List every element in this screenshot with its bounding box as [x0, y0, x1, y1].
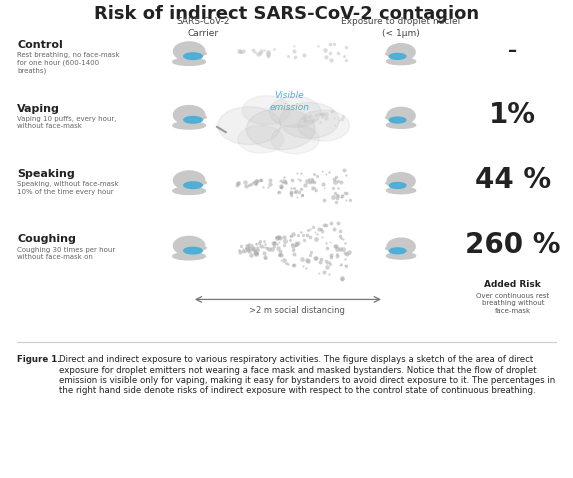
- Text: 1%: 1%: [489, 100, 536, 129]
- Circle shape: [218, 107, 281, 144]
- Ellipse shape: [387, 122, 416, 128]
- Bar: [397, 184, 405, 189]
- Ellipse shape: [200, 182, 206, 184]
- Ellipse shape: [184, 53, 202, 59]
- Text: 44 %: 44 %: [475, 166, 551, 194]
- Bar: [397, 119, 405, 124]
- Text: Control: Control: [17, 40, 63, 50]
- Circle shape: [387, 108, 415, 124]
- Ellipse shape: [389, 248, 406, 254]
- Text: Vaping 10 puffs, every hour,
without face-mask: Vaping 10 puffs, every hour, without fac…: [17, 116, 117, 130]
- Ellipse shape: [386, 248, 391, 250]
- Ellipse shape: [200, 247, 206, 249]
- Ellipse shape: [184, 182, 202, 188]
- Text: Exposure to droplet nuclei
(< 1μm): Exposure to droplet nuclei (< 1μm): [342, 17, 461, 38]
- Bar: [185, 118, 194, 124]
- Ellipse shape: [172, 58, 205, 65]
- Circle shape: [387, 43, 415, 61]
- Text: >2 m social distancing: >2 m social distancing: [249, 306, 344, 315]
- Ellipse shape: [172, 122, 205, 129]
- Circle shape: [174, 236, 205, 255]
- Circle shape: [174, 42, 205, 61]
- Text: Coughing 30 times per hour
without face-mask on: Coughing 30 times per hour without face-…: [17, 247, 115, 260]
- Circle shape: [242, 96, 291, 125]
- Bar: [185, 183, 194, 189]
- Circle shape: [269, 97, 321, 127]
- Bar: [185, 54, 194, 60]
- Text: Speaking: Speaking: [17, 169, 75, 179]
- Bar: [397, 54, 405, 60]
- Ellipse shape: [200, 53, 206, 54]
- Text: SARS-CoV-2
Carrier: SARS-CoV-2 Carrier: [176, 17, 230, 38]
- Text: Vaping: Vaping: [17, 104, 60, 114]
- Circle shape: [387, 173, 415, 190]
- Circle shape: [298, 110, 350, 141]
- Ellipse shape: [387, 58, 416, 65]
- Text: Risk of indirect SARS-CoV-2 contagion: Risk of indirect SARS-CoV-2 contagion: [94, 5, 479, 23]
- Ellipse shape: [172, 253, 205, 260]
- Bar: [185, 249, 194, 254]
- Text: Rest breathing, no face-mask
for one hour (600-1400
breaths): Rest breathing, no face-mask for one hou…: [17, 52, 120, 74]
- Text: Direct and indirect exposure to various respiratory activities. The figure displ: Direct and indirect exposure to various …: [59, 355, 555, 395]
- Ellipse shape: [172, 187, 205, 195]
- Circle shape: [174, 106, 205, 124]
- Text: Coughing: Coughing: [17, 234, 76, 244]
- Text: Figure 1.: Figure 1.: [17, 355, 61, 364]
- Text: 260 %: 260 %: [465, 231, 560, 260]
- Text: Over continuous rest
breathing without
face-mask: Over continuous rest breathing without f…: [476, 293, 550, 314]
- Circle shape: [387, 238, 415, 255]
- Text: Added Risk: Added Risk: [484, 281, 541, 290]
- Circle shape: [271, 125, 319, 154]
- Ellipse shape: [184, 117, 202, 123]
- Ellipse shape: [389, 54, 406, 59]
- Circle shape: [238, 126, 284, 153]
- Circle shape: [174, 171, 205, 190]
- Ellipse shape: [387, 253, 416, 259]
- Text: –: –: [508, 42, 517, 60]
- Ellipse shape: [386, 182, 391, 184]
- Circle shape: [280, 103, 339, 138]
- Bar: [397, 249, 405, 254]
- Ellipse shape: [389, 117, 406, 123]
- Circle shape: [246, 109, 315, 150]
- Ellipse shape: [389, 183, 406, 188]
- Ellipse shape: [386, 117, 391, 119]
- Ellipse shape: [387, 187, 416, 194]
- Text: Speaking, without face-mask
10% of the time every hour: Speaking, without face-mask 10% of the t…: [17, 181, 119, 195]
- Ellipse shape: [184, 247, 202, 254]
- Ellipse shape: [386, 53, 391, 55]
- Text: Visible
emission: Visible emission: [269, 91, 309, 111]
- Ellipse shape: [200, 116, 206, 119]
